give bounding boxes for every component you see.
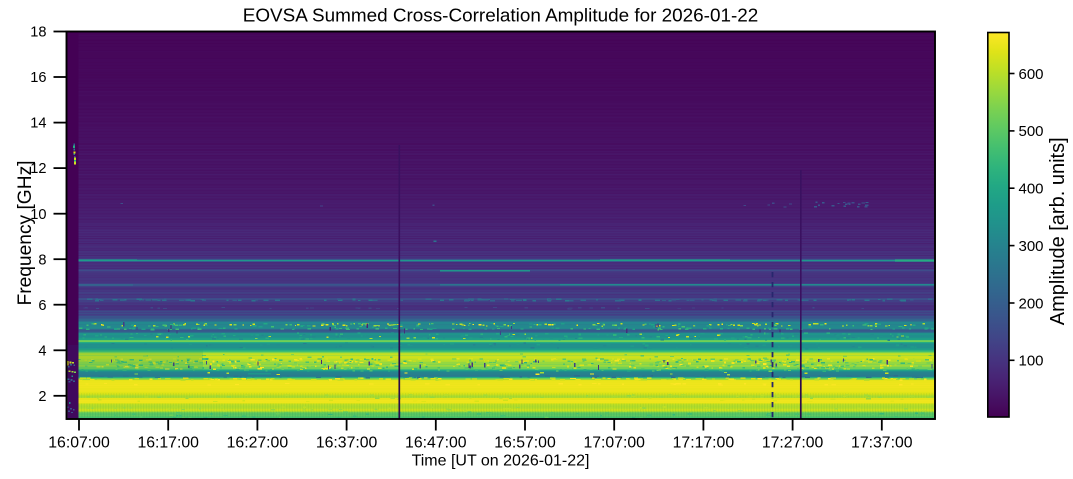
svg-text:16:27:00: 16:27:00 [227,435,289,452]
svg-text:17:27:00: 17:27:00 [762,435,824,452]
svg-text:17:37:00: 17:37:00 [851,435,913,452]
svg-text:4: 4 [38,343,46,359]
svg-text:16: 16 [30,70,46,86]
svg-text:8: 8 [38,252,46,268]
svg-text:2: 2 [38,389,46,405]
svg-text:16:17:00: 16:17:00 [137,435,199,452]
svg-text:12: 12 [30,161,46,177]
svg-text:10: 10 [30,207,46,223]
svg-text:17:07:00: 17:07:00 [583,435,645,452]
svg-text:Frequency [GHz]: Frequency [GHz] [15,160,36,305]
svg-text:Amplitude [arb. units]: Amplitude [arb. units] [1047,137,1069,325]
svg-text:400: 400 [1019,181,1044,198]
svg-text:Time [UT on 2026-01-22]: Time [UT on 2026-01-22] [412,452,590,469]
svg-text:14: 14 [30,116,46,132]
svg-text:EOVSA Summed Cross-Correlation: EOVSA Summed Cross-Correlation Amplitude… [243,6,759,27]
svg-text:17:17:00: 17:17:00 [673,435,735,452]
svg-text:16:07:00: 16:07:00 [48,435,110,452]
svg-text:16:37:00: 16:37:00 [316,435,378,452]
svg-text:6: 6 [38,298,46,314]
svg-text:600: 600 [1019,66,1044,83]
svg-text:300: 300 [1019,238,1044,255]
svg-text:200: 200 [1019,295,1044,312]
svg-text:18: 18 [30,25,46,41]
svg-text:500: 500 [1019,123,1044,140]
svg-text:16:47:00: 16:47:00 [405,435,467,452]
svg-text:16:57:00: 16:57:00 [494,435,556,452]
svg-text:100: 100 [1019,353,1044,370]
